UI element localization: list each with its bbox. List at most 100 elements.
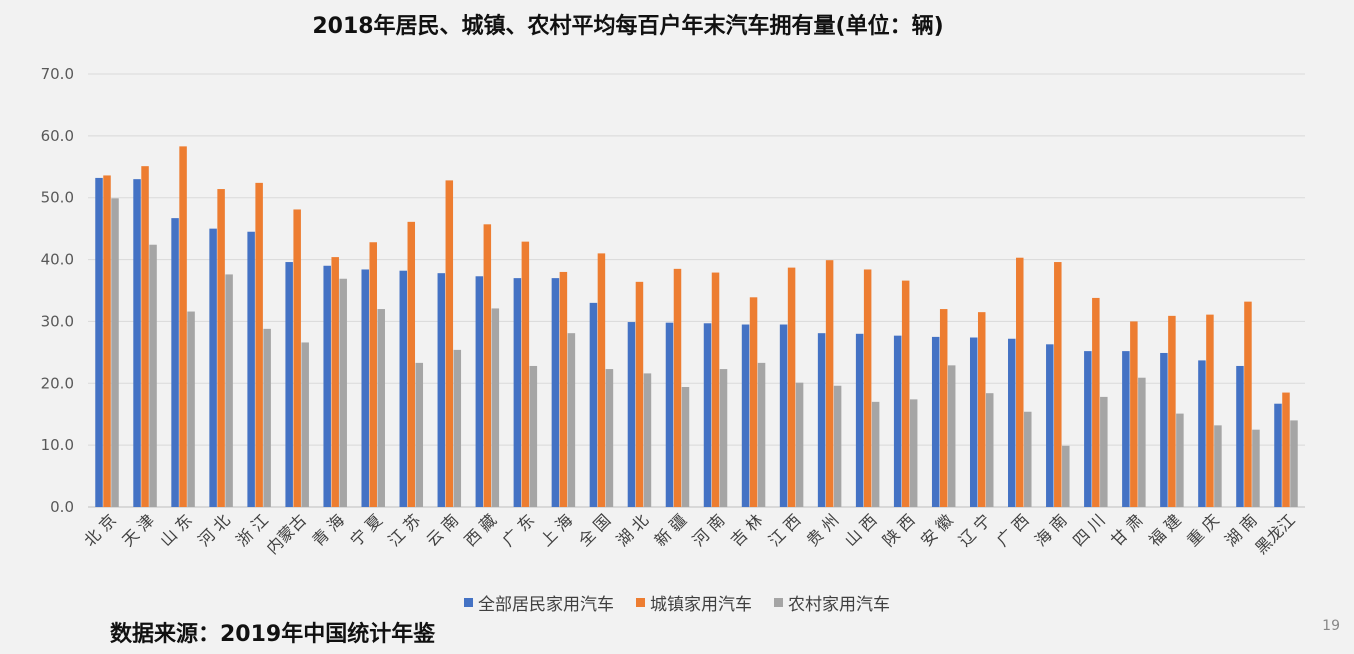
legend-item-all: 全部居民家用汽车 <box>464 590 614 615</box>
bar-rural <box>719 369 728 507</box>
x-category-label: 福 建 <box>1145 510 1185 550</box>
bar-urban <box>1054 262 1062 507</box>
bar-urban <box>103 175 111 507</box>
bar-chart: 0.010.020.030.040.050.060.070.0 北 京天 津山 … <box>41 65 1305 558</box>
bar-rural <box>833 385 842 507</box>
bar-all <box>703 323 712 507</box>
bar-rural <box>225 274 233 507</box>
x-category-label: 黑龙江 <box>1251 510 1298 557</box>
bar-rural <box>681 386 690 507</box>
bar-rural <box>1024 411 1032 507</box>
bar-urban <box>901 280 910 507</box>
bar-rural <box>1062 445 1070 507</box>
x-category-label: 重 庆 <box>1183 510 1223 550</box>
x-category-label: 陕 西 <box>879 510 919 550</box>
legend-label-rural: 农村家用汽车 <box>788 595 890 615</box>
bar-rural <box>1100 396 1108 507</box>
bar-urban <box>1206 314 1214 507</box>
bar-all <box>1236 365 1244 507</box>
bar-urban <box>635 281 644 507</box>
legend-label-urban: 城镇家用汽车 <box>650 595 752 615</box>
y-axis-ticks: 0.0 10.0 20.0 30.0 40.0 50.0 60.0 70.0 <box>41 65 74 516</box>
bar-all <box>627 322 636 507</box>
bar-rural <box>643 373 652 507</box>
bar-all <box>1008 338 1016 507</box>
bar-rural <box>985 393 994 507</box>
y-tick-label: 70.0 <box>41 65 74 83</box>
x-category-label: 北 京 <box>80 510 120 550</box>
x-category-label: 湖 北 <box>613 510 653 550</box>
bar-all <box>969 337 978 507</box>
bar-all <box>741 324 750 507</box>
bar-rural <box>339 278 347 507</box>
bar-rural <box>909 399 918 507</box>
bar-all <box>779 324 788 507</box>
y-tick-label: 20.0 <box>41 374 74 392</box>
bar-all <box>323 265 331 507</box>
legend-item-rural: 农村家用汽车 <box>774 590 890 615</box>
bar-all <box>247 231 255 507</box>
legend-swatch-urban <box>636 598 645 607</box>
bar-urban <box>407 221 416 508</box>
x-category-label: 四 川 <box>1069 510 1109 550</box>
bar-urban <box>597 253 606 507</box>
bar-rural <box>605 369 614 507</box>
bar-rural <box>263 328 271 507</box>
bar-rural <box>947 365 956 507</box>
bar-urban <box>483 224 492 507</box>
bar-all <box>1084 351 1092 507</box>
y-tick-label: 60.0 <box>41 127 74 145</box>
x-category-label: 江 西 <box>765 510 805 550</box>
bar-urban <box>1130 321 1138 507</box>
bar-all <box>399 270 408 507</box>
bar-all <box>437 273 446 507</box>
data-source: 数据来源：2019年中国统计年鉴 <box>110 622 436 647</box>
x-category-label: 河 北 <box>194 510 234 550</box>
bar-all <box>551 278 560 507</box>
bars <box>95 146 1298 508</box>
bar-all <box>1198 360 1206 507</box>
legend: 全部居民家用汽车 城镇家用汽车 农村家用汽车 <box>0 590 1354 615</box>
bar-urban <box>331 257 339 507</box>
bar-urban <box>1092 297 1100 507</box>
bar-urban <box>939 309 948 507</box>
x-category-label: 安 徽 <box>917 510 957 550</box>
x-category-label: 天 津 <box>118 510 158 550</box>
bar-urban <box>825 260 834 507</box>
x-category-label: 内蒙古 <box>263 510 310 557</box>
bar-urban <box>711 272 720 507</box>
x-category-label: 山 东 <box>156 510 196 550</box>
bar-all <box>893 335 902 507</box>
bar-all <box>1122 351 1130 507</box>
x-category-label: 山 西 <box>841 510 881 550</box>
bar-rural <box>491 308 500 507</box>
x-category-label: 甘 肃 <box>1107 510 1147 550</box>
bar-urban <box>255 182 263 507</box>
bar-rural <box>871 401 880 507</box>
chart-title: 2018年居民、城镇、农村平均每百户年末汽车拥有量(单位：辆) <box>312 14 944 39</box>
x-category-label: 云 南 <box>422 510 462 550</box>
bar-all <box>1046 344 1054 507</box>
bar-rural <box>1214 425 1222 507</box>
bar-all <box>475 276 484 507</box>
bar-urban <box>559 271 568 507</box>
x-category-label: 西 藏 <box>460 510 500 550</box>
y-tick-label: 50.0 <box>41 189 74 207</box>
x-category-label: 青 海 <box>308 510 348 550</box>
x-category-label: 辽 宁 <box>955 510 995 550</box>
legend-item-urban: 城镇家用汽车 <box>636 590 752 615</box>
bar-urban <box>673 268 682 507</box>
bar-urban <box>1244 301 1252 507</box>
bar-urban <box>179 146 187 507</box>
x-category-label: 贵 州 <box>803 510 843 550</box>
legend-swatch-all <box>464 598 473 607</box>
y-tick-label: 0.0 <box>50 498 74 516</box>
page-number: 19 <box>1322 618 1340 634</box>
x-category-label: 新 疆 <box>651 510 691 550</box>
bar-urban <box>863 269 872 507</box>
legend-label-all: 全部居民家用汽车 <box>478 595 614 615</box>
bar-all <box>1274 403 1282 507</box>
bar-rural <box>301 342 309 507</box>
x-category-label: 全 国 <box>575 510 615 550</box>
bar-rural <box>377 309 385 507</box>
